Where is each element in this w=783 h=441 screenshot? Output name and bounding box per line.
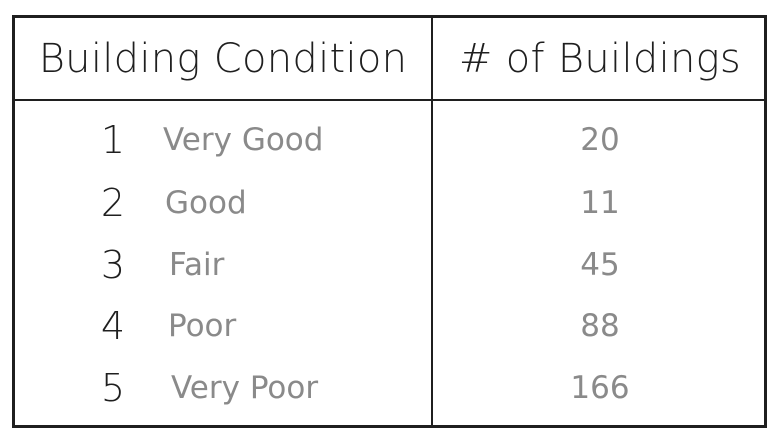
table-row: 3 Fair 45 (15, 235, 764, 295)
row-condition: Good (165, 185, 247, 221)
row-count: 45 (580, 247, 620, 283)
row-rank: 4 (100, 304, 126, 348)
row-count: 88 (580, 308, 620, 344)
column-divider (431, 18, 433, 425)
row-condition: Fair (169, 247, 225, 283)
row-rank: 2 (100, 181, 126, 225)
row-count: 11 (580, 185, 620, 221)
row-rank: 5 (100, 366, 126, 410)
table-row: 2 Good 11 (15, 173, 764, 233)
row-count: 20 (580, 122, 620, 158)
row-condition: Very Poor (171, 370, 319, 406)
row-rank: 1 (100, 118, 126, 162)
header-divider (15, 99, 764, 101)
row-condition: Very Good (163, 122, 324, 158)
row-count: 166 (570, 370, 630, 406)
header-number-of-buildings: # of Buildings (458, 35, 742, 82)
row-condition: Poor (168, 308, 237, 344)
table-row: 5 Very Poor 166 (15, 358, 764, 418)
table-row: 4 Poor 88 (15, 296, 764, 356)
row-rank: 3 (100, 243, 126, 287)
table-row: 1 Very Good 20 (15, 110, 764, 170)
header-building-condition: Building Condition (38, 35, 408, 82)
building-condition-table: Building Condition # of Buildings 1 Very… (12, 15, 767, 428)
